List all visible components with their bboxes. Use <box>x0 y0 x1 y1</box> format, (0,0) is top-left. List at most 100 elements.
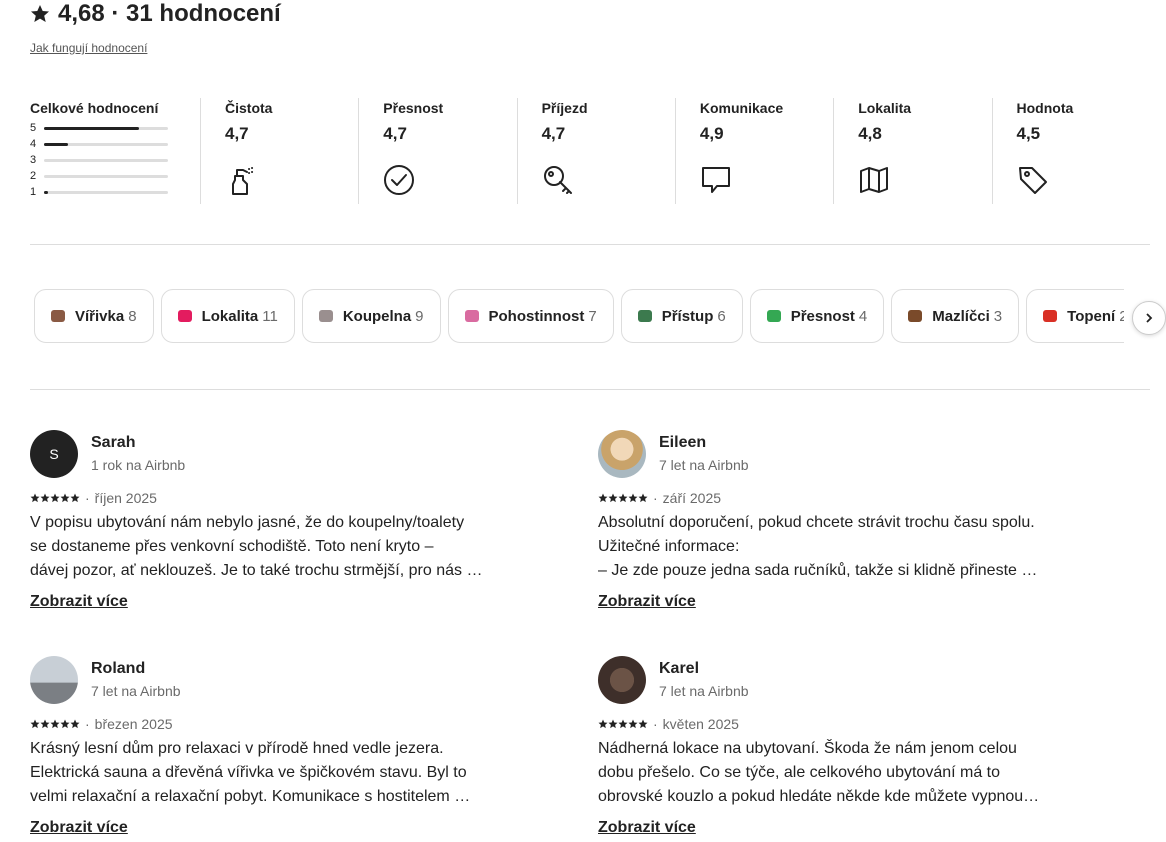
star-level: 2 <box>30 170 37 182</box>
review-meta: · březen 2025 <box>30 716 173 732</box>
category-rating: Příjezd 4,7 <box>516 98 675 204</box>
review: Eileen 7 let na Airbnb · září 2025 Absolutní… <box>598 430 1118 610</box>
avatar-initial: S <box>49 446 59 462</box>
tag-icon <box>317 307 335 325</box>
avatar <box>598 430 646 478</box>
star-level: 5 <box>30 122 37 134</box>
star-level: 1 <box>30 186 37 198</box>
review-date: květen 2025 <box>662 716 739 732</box>
distribution-row: 3 <box>30 152 180 168</box>
bar-track <box>44 158 168 162</box>
avatar <box>598 656 646 704</box>
category-icon <box>542 164 574 196</box>
icon <box>232 167 254 195</box>
review-tag[interactable]: Přístup 6 <box>620 289 743 343</box>
next-tags-button[interactable] <box>1132 301 1166 335</box>
icon <box>1018 167 1047 194</box>
review-date: říjen 2025 <box>94 490 157 506</box>
rating-header: 4,68 · 31 hodnocení <box>30 0 281 28</box>
avatar: S <box>30 430 78 478</box>
review-text: V popisu ubytování nám nebylo jasné, že … <box>30 514 483 579</box>
review-stars <box>30 493 80 503</box>
category-label: Hodnota <box>1016 100 1074 116</box>
stars-icon <box>598 493 648 503</box>
review-tags: Vířivka 8 Lokalita 11 Koupelna 9 Pohostinnost 7… <box>34 289 1124 345</box>
icon <box>464 310 479 322</box>
review-stars <box>598 493 648 503</box>
icon <box>908 310 923 322</box>
icon <box>701 167 730 193</box>
review-tag[interactable]: Pohostinnost 7 <box>447 289 614 343</box>
category-icon <box>383 164 415 196</box>
tag-icon <box>1041 307 1059 325</box>
category-rating: Komunikace 4,9 <box>674 98 833 204</box>
category-rating: Hodnota 4,5 <box>991 98 1150 204</box>
distribution-row: 2 <box>30 168 180 184</box>
category-rating: Čistota 4,7 <box>200 98 358 204</box>
overall-rating: Celkové hodnocení 5 4 3 2 1 <box>30 98 180 204</box>
bar-fill <box>44 126 140 130</box>
ratings-help-link[interactable]: Jak fungují hodnocení <box>30 41 148 55</box>
tag-label: Lokalita <box>201 307 259 325</box>
review-tag[interactable]: Vířivka 8 <box>34 289 154 343</box>
reviewer-name: Sarah <box>91 434 136 451</box>
stars-icon <box>598 719 648 729</box>
divider <box>30 389 1150 390</box>
reviewer-name: Karel <box>659 660 700 677</box>
star-icon <box>31 5 49 22</box>
category-value: 4,8 <box>858 124 882 143</box>
review-tag[interactable]: Topení 2 <box>1026 289 1124 343</box>
show-more-button[interactable]: Zobrazit více <box>598 593 696 610</box>
icon <box>51 310 65 322</box>
review-tag[interactable]: Mazlíčci 3 <box>891 289 1020 343</box>
review-date: březen 2025 <box>94 716 173 732</box>
review-tag[interactable]: Přesnost 4 <box>749 289 885 343</box>
tag-label: Topení <box>1067 307 1116 325</box>
star-level: 3 <box>30 154 37 166</box>
category-value: 4,7 <box>383 124 407 143</box>
show-more-button[interactable]: Zobrazit více <box>598 819 696 836</box>
tag-count: 9 <box>415 307 424 325</box>
separator: · <box>85 490 90 506</box>
category-label: Komunikace <box>699 100 784 116</box>
bar-fill <box>44 142 68 146</box>
category-rating: Přesnost 4,7 <box>358 98 516 204</box>
category-label: Přesnost <box>383 100 444 116</box>
bar-track <box>44 190 168 194</box>
separator: · <box>85 716 90 732</box>
tag-icon <box>636 307 654 325</box>
tag-icon <box>176 307 194 325</box>
distribution-row: 1 <box>30 184 180 200</box>
tag-label: Vířivka <box>75 307 125 325</box>
show-more-button[interactable]: Zobrazit více <box>30 593 128 610</box>
icon <box>384 165 415 195</box>
category-label: Příjezd <box>541 100 588 116</box>
distribution-row: 5 <box>30 120 180 136</box>
review-meta: · září 2025 <box>598 490 721 506</box>
review-tag[interactable]: Koupelna 9 <box>301 289 441 343</box>
icon <box>177 310 192 322</box>
bar-track <box>44 174 168 178</box>
review: Karel 7 let na Airbnb · květen 2025 Nádherná… <box>598 656 1118 836</box>
tag-icon <box>463 307 481 325</box>
separator: · <box>653 716 658 732</box>
tag-icon <box>49 307 67 325</box>
icon <box>1043 310 1058 322</box>
tag-label: Mazlíčci <box>932 307 990 325</box>
divider <box>30 244 1150 245</box>
star-level: 4 <box>30 138 37 150</box>
tag-icon <box>765 307 783 325</box>
review: S Sarah 1 rok na Airbnb · říjen 2025 V popisu… <box>30 430 550 610</box>
review-text: Krásný lesní dům pro relaxaci v přírodě … <box>30 740 471 805</box>
category-value: 4,5 <box>1016 124 1041 143</box>
avatar <box>30 656 78 704</box>
tag-count: 11 <box>262 307 278 325</box>
show-more-button[interactable]: Zobrazit více <box>30 819 128 836</box>
chevron-icon <box>1146 313 1153 323</box>
review-tag[interactable]: Lokalita 11 <box>160 289 295 343</box>
review-text: Absolutní doporučení, pokud chcete stráv… <box>598 514 1038 579</box>
icon <box>766 310 781 322</box>
reviewer-tenure: 7 let na Airbnb <box>91 683 181 699</box>
category-rating: Lokalita 4,8 <box>833 98 991 204</box>
